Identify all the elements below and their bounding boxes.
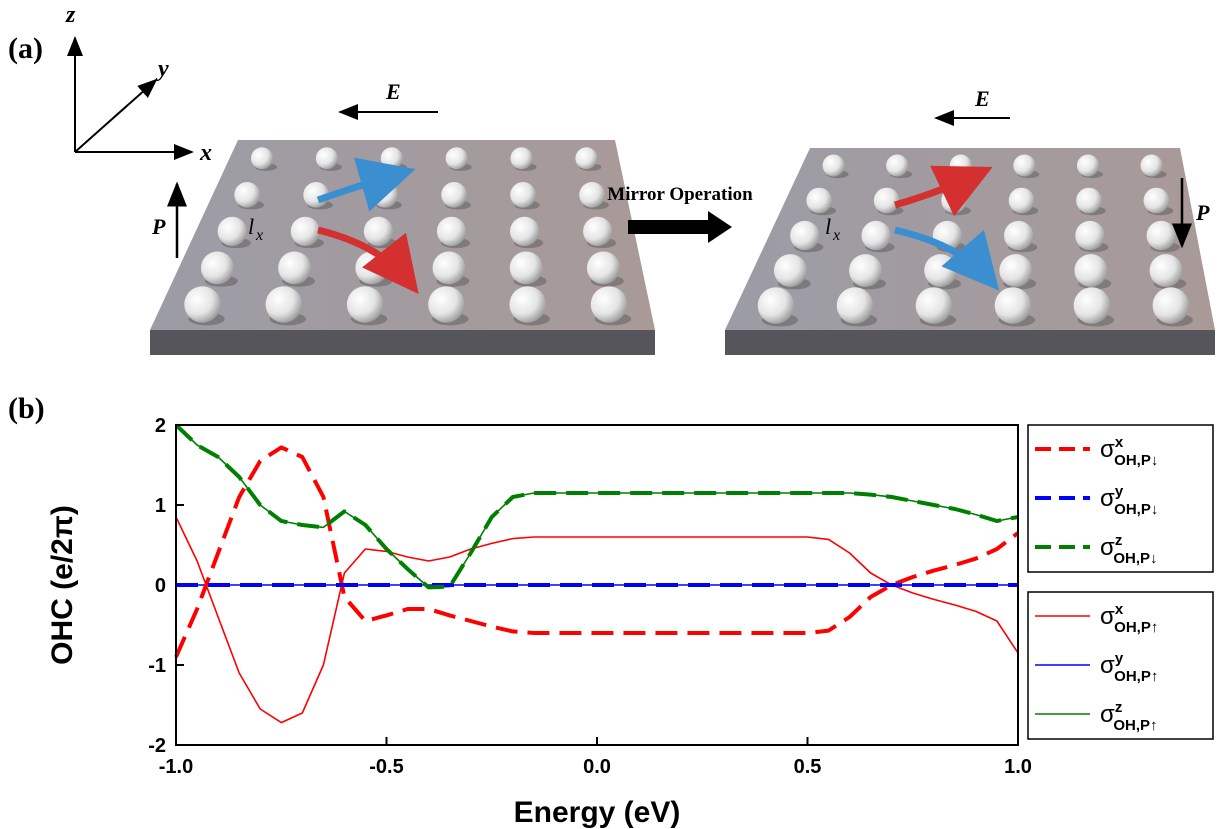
atom [1013,155,1035,177]
x-tick-label: 0.5 [794,756,822,778]
atom [579,182,605,208]
atom [1004,221,1033,250]
series-line [176,447,1018,657]
atom [1150,254,1183,287]
atom [849,254,882,287]
atom [1074,254,1107,287]
atom [806,188,832,214]
atom [1076,188,1102,214]
atom [509,286,545,322]
atom [511,147,533,169]
atom [446,147,468,169]
atom [234,182,260,208]
atom [278,251,311,284]
atom [950,155,972,177]
y-tick-label: -1 [148,655,166,677]
atom [428,286,464,322]
atom [837,287,873,323]
atom [381,147,403,169]
atom [583,217,612,246]
x-tick-label: 0.0 [583,756,611,778]
field-label: E [974,86,990,111]
orbital-label: l [825,214,831,239]
atom [218,217,247,246]
y-tick-label: 1 [155,495,166,517]
y-axis-label: OHC (e/2π) [46,505,79,665]
atom [266,286,302,322]
series-line [176,425,1018,587]
atom [437,217,466,246]
atom [510,217,539,246]
polarization-label: P [151,214,166,239]
atom [347,286,383,322]
series-line [176,517,1018,723]
atom [774,254,807,287]
atom [184,286,220,322]
x-tick-label: -0.5 [369,756,403,778]
panel-label: (b) [8,392,45,425]
atom [758,287,794,323]
atom [999,254,1032,287]
figure: (a) z y x E E P P l x l x Mirror Operati… [0,0,1219,829]
axis-label: x [199,140,212,166]
atom [441,182,467,208]
atom [1144,188,1170,214]
atom [1074,287,1110,323]
atom [372,182,398,208]
polarization-label: P [1195,200,1210,225]
atom [1141,155,1163,177]
atom [510,251,543,284]
atom [1009,188,1035,214]
atom [364,217,393,246]
axis-arrow [75,80,156,152]
atom [874,188,900,214]
atom [316,147,338,169]
atom [924,254,957,287]
x-tick-label: -1.0 [159,756,193,778]
series-line [176,425,1018,587]
atom [201,251,234,284]
atom [433,251,466,284]
orbital-label: l [248,214,254,239]
atom [510,182,536,208]
panel-label: (a) [8,32,43,65]
atom [1077,155,1099,177]
x-tick-label: 1.0 [1004,756,1032,778]
atom [291,217,320,246]
y-tick-label: 0 [155,575,166,597]
y-tick-label: 2 [155,415,166,437]
atom [587,251,620,284]
atom [861,221,890,250]
orbital-index: x [832,227,840,244]
atom [575,147,597,169]
x-axis-label: Energy (eV) [514,796,681,829]
operation-arrow [628,211,732,243]
atom [916,287,952,323]
field-label: E [385,79,401,104]
atom [995,287,1031,323]
atom [1147,221,1176,250]
axis-label: y [155,56,169,82]
atom [251,147,273,169]
atom [886,155,908,177]
panel-b: (b) -1.0 -0.5 0.0 0.5 1.0 -2 -1 0 1 2 Energy (eV) O… [8,392,1213,829]
axis-label: z [65,2,76,28]
operation-label: Mirror Operation [607,184,753,205]
orbital-index: x [255,227,263,244]
y-tick-label: -2 [148,735,166,757]
slab-edge [150,330,655,355]
slab-edge [725,330,1215,355]
atom [591,286,627,322]
panel-a: (a) z y x E E P P l x l x Mirror Operati… [8,2,1215,355]
atom [823,155,845,177]
atom [1153,287,1189,323]
atom [1075,221,1104,250]
atom [790,221,819,250]
